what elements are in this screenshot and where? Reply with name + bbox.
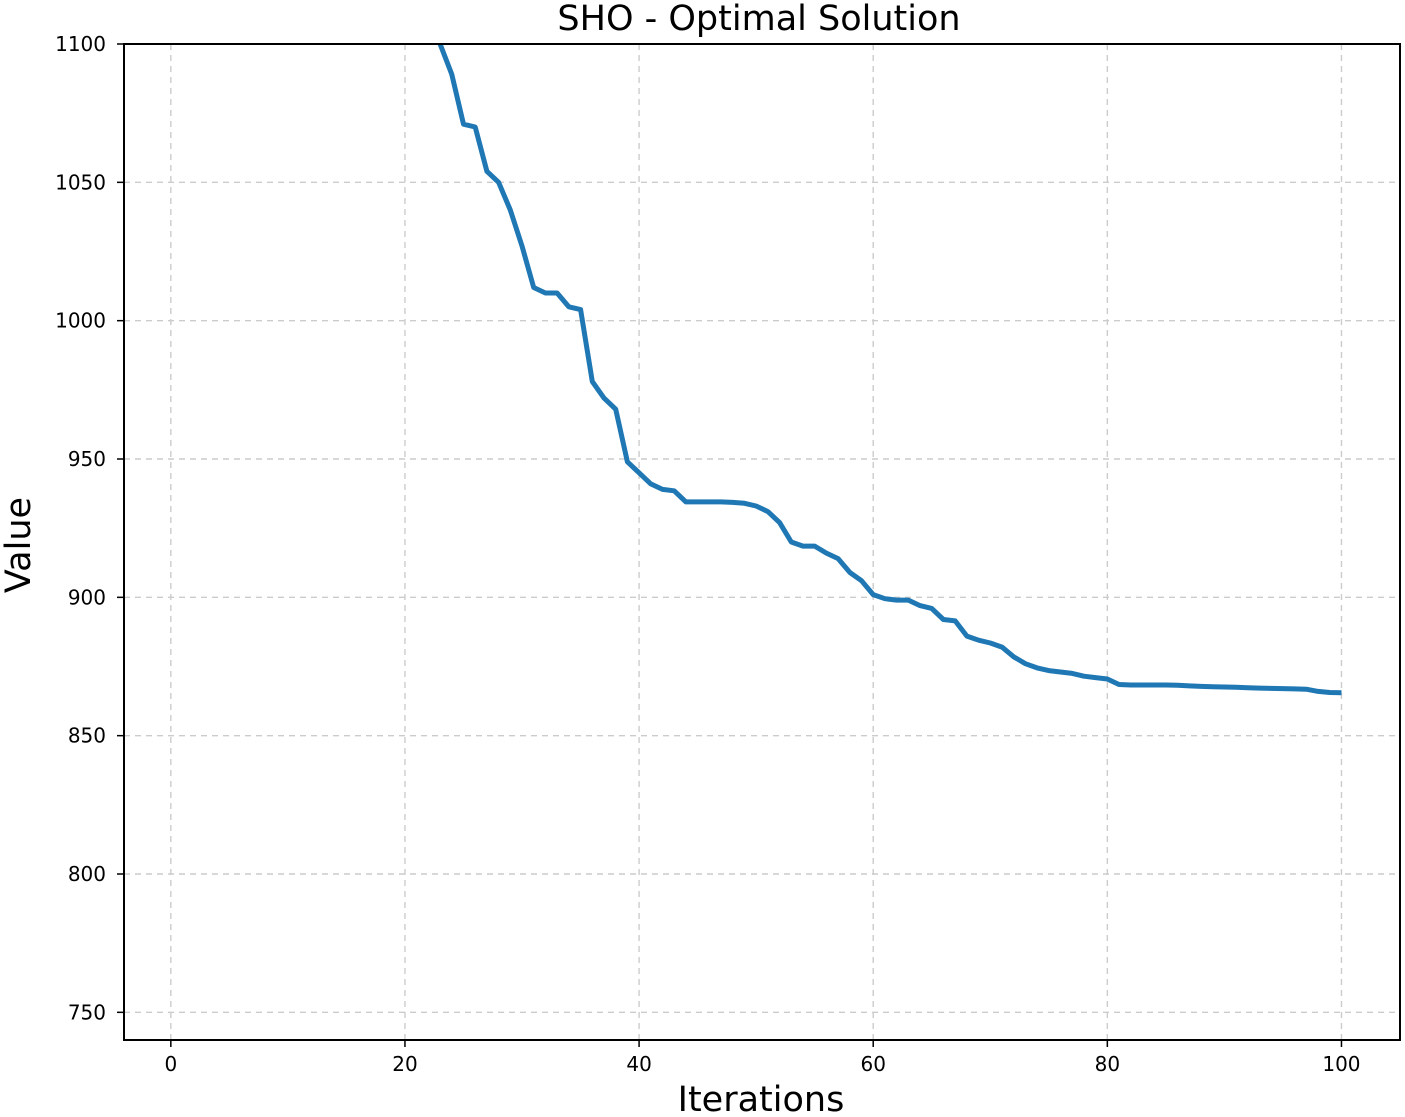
series-line [437,43,1342,696]
plot-frame [123,43,1401,1041]
axis-ticks: 0 20 40 60 80 100 750 800 850 900 950 1000 1050 1100 [55,32,1360,1076]
y-tick-label: 800 [68,862,106,886]
y-tick-label: 750 [68,1000,106,1024]
series-layer [437,43,1342,696]
y-tick-label: 950 [68,447,106,471]
y-tick-label: 1000 [55,309,106,333]
x-tick-label: 80 [1095,1052,1120,1076]
grid [124,44,1400,1040]
y-tick-label: 1100 [55,32,106,56]
x-tick-label: 40 [626,1052,651,1076]
x-tick-label: 60 [860,1052,885,1076]
x-tick-label: 20 [392,1052,417,1076]
chart-title: SHO - Optimal Solution [557,0,960,39]
x-tick-label: 0 [164,1052,177,1076]
y-axis-label: Value [0,497,39,593]
y-tick-label: 1050 [55,170,106,194]
y-tick-label: 850 [68,724,106,748]
x-tick-label: 100 [1322,1052,1360,1076]
x-axis-label: Iterations [678,1080,845,1117]
y-tick-label: 900 [68,585,106,609]
